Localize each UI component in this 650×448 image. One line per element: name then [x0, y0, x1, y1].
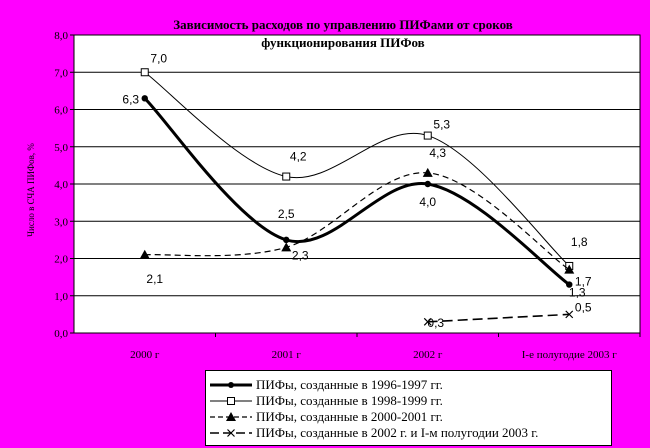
data-label: 4,0	[419, 195, 436, 209]
y-tick-label: 8,0	[54, 30, 68, 42]
data-point-x	[423, 317, 432, 326]
legend-item-2000-2001: ПИФы, созданные в 2000-2001 гг.	[206, 409, 611, 425]
data-point-triangle	[564, 264, 575, 274]
data-point-square	[140, 68, 149, 77]
x-tick-labels: 2000 г 2001 г 2002 г I-е полугодие 2003 г	[130, 349, 617, 361]
legend-label: ПИФы, созданные в 1998-1999 гг.	[256, 393, 443, 408]
data-label: 4,2	[290, 150, 307, 164]
legend-swatch-circle	[210, 382, 252, 388]
legend-label: ПИФы, созданные в 2000-2001 гг.	[256, 409, 443, 424]
data-label: 2,5	[278, 207, 295, 221]
y-tick-label: 2,0	[54, 254, 68, 266]
chart-title-line2: функционирования ПИФов	[261, 35, 424, 50]
data-label: 6,3	[122, 92, 139, 106]
data-point-circle	[566, 281, 573, 288]
data-label: 2,3	[292, 248, 309, 262]
legend-label: ПИФы, созданные в 2002 г. и I-м полугоди…	[256, 425, 539, 440]
data-point-triangle	[281, 242, 292, 252]
data-point-circle	[283, 236, 290, 244]
y-tick-label: 7,0	[54, 67, 68, 79]
legend-swatch-x	[210, 429, 252, 437]
y-tick-labels: 0,0 1,0 2,0 3,0 4,0 5,0 6,0 7,0 8,0	[54, 30, 68, 340]
chart-title-line1: Зависимость расходов по управлению ПИФам…	[173, 17, 513, 32]
y-axis-label: Число в СЧА ПИФов, %	[26, 143, 36, 237]
data-point-x	[565, 310, 574, 319]
data-point-triangle	[422, 167, 433, 177]
data-point-circle	[424, 180, 431, 188]
legend-item-1996-1997: ПИФы, созданные в 1996-1997 гг.	[206, 377, 611, 393]
y-tick-label: 0,0	[54, 328, 68, 340]
y-tick-label: 4,0	[54, 179, 68, 191]
data-label: 5,3	[433, 118, 450, 132]
grid-layer	[70, 34, 641, 337]
x-tick-label: 2001 г	[272, 349, 302, 361]
series-line	[143, 97, 571, 286]
legend-item-2002-2003: ПИФы, созданные в 2002 г. и I-м полугоди…	[206, 425, 611, 441]
series-line	[144, 172, 570, 271]
y-tick-label: 5,0	[54, 142, 68, 154]
data-label: 4,3	[429, 146, 446, 160]
data-labels: 6,3 2,5 4,0 1,3 7,0 4,2 5,3 1,8 2,1 2,3 4,3 1,7 0,3 0…	[122, 51, 592, 330]
series-line	[144, 71, 570, 267]
data-point-triangle	[139, 249, 150, 259]
legend-swatch-triangle	[210, 412, 252, 421]
data-point-square	[282, 172, 291, 181]
x-tick-label: 2000 г	[130, 349, 160, 361]
data-label: 0,3	[427, 316, 444, 330]
data-label: 1,3	[569, 286, 586, 300]
data-label: 2,1	[146, 272, 163, 286]
data-point-circle	[141, 95, 148, 102]
legend-item-1998-1999: ПИФы, созданные в 1998-1999 гг.	[206, 393, 611, 409]
series-layer	[139, 68, 575, 326]
data-label: 7,0	[150, 51, 167, 65]
y-tick-label: 1,0	[54, 291, 68, 303]
data-label: 0,5	[575, 300, 592, 314]
y-tick-label: 3,0	[54, 216, 68, 228]
y-tick-label: 6,0	[54, 105, 68, 117]
legend-swatch-square	[210, 397, 252, 405]
legend: ПИФы, созданные в 1996-1997 гг. ПИФы, со…	[205, 370, 612, 446]
x-tick-label: 2002 г	[413, 349, 443, 361]
legend-label: ПИФы, созданные в 1996-1997 гг.	[256, 377, 443, 392]
data-label: 1,8	[571, 235, 588, 249]
x-tick-label: I-е полугодие 2003 г	[522, 349, 617, 361]
data-label: 1,7	[575, 275, 592, 289]
data-point-square	[423, 131, 432, 140]
